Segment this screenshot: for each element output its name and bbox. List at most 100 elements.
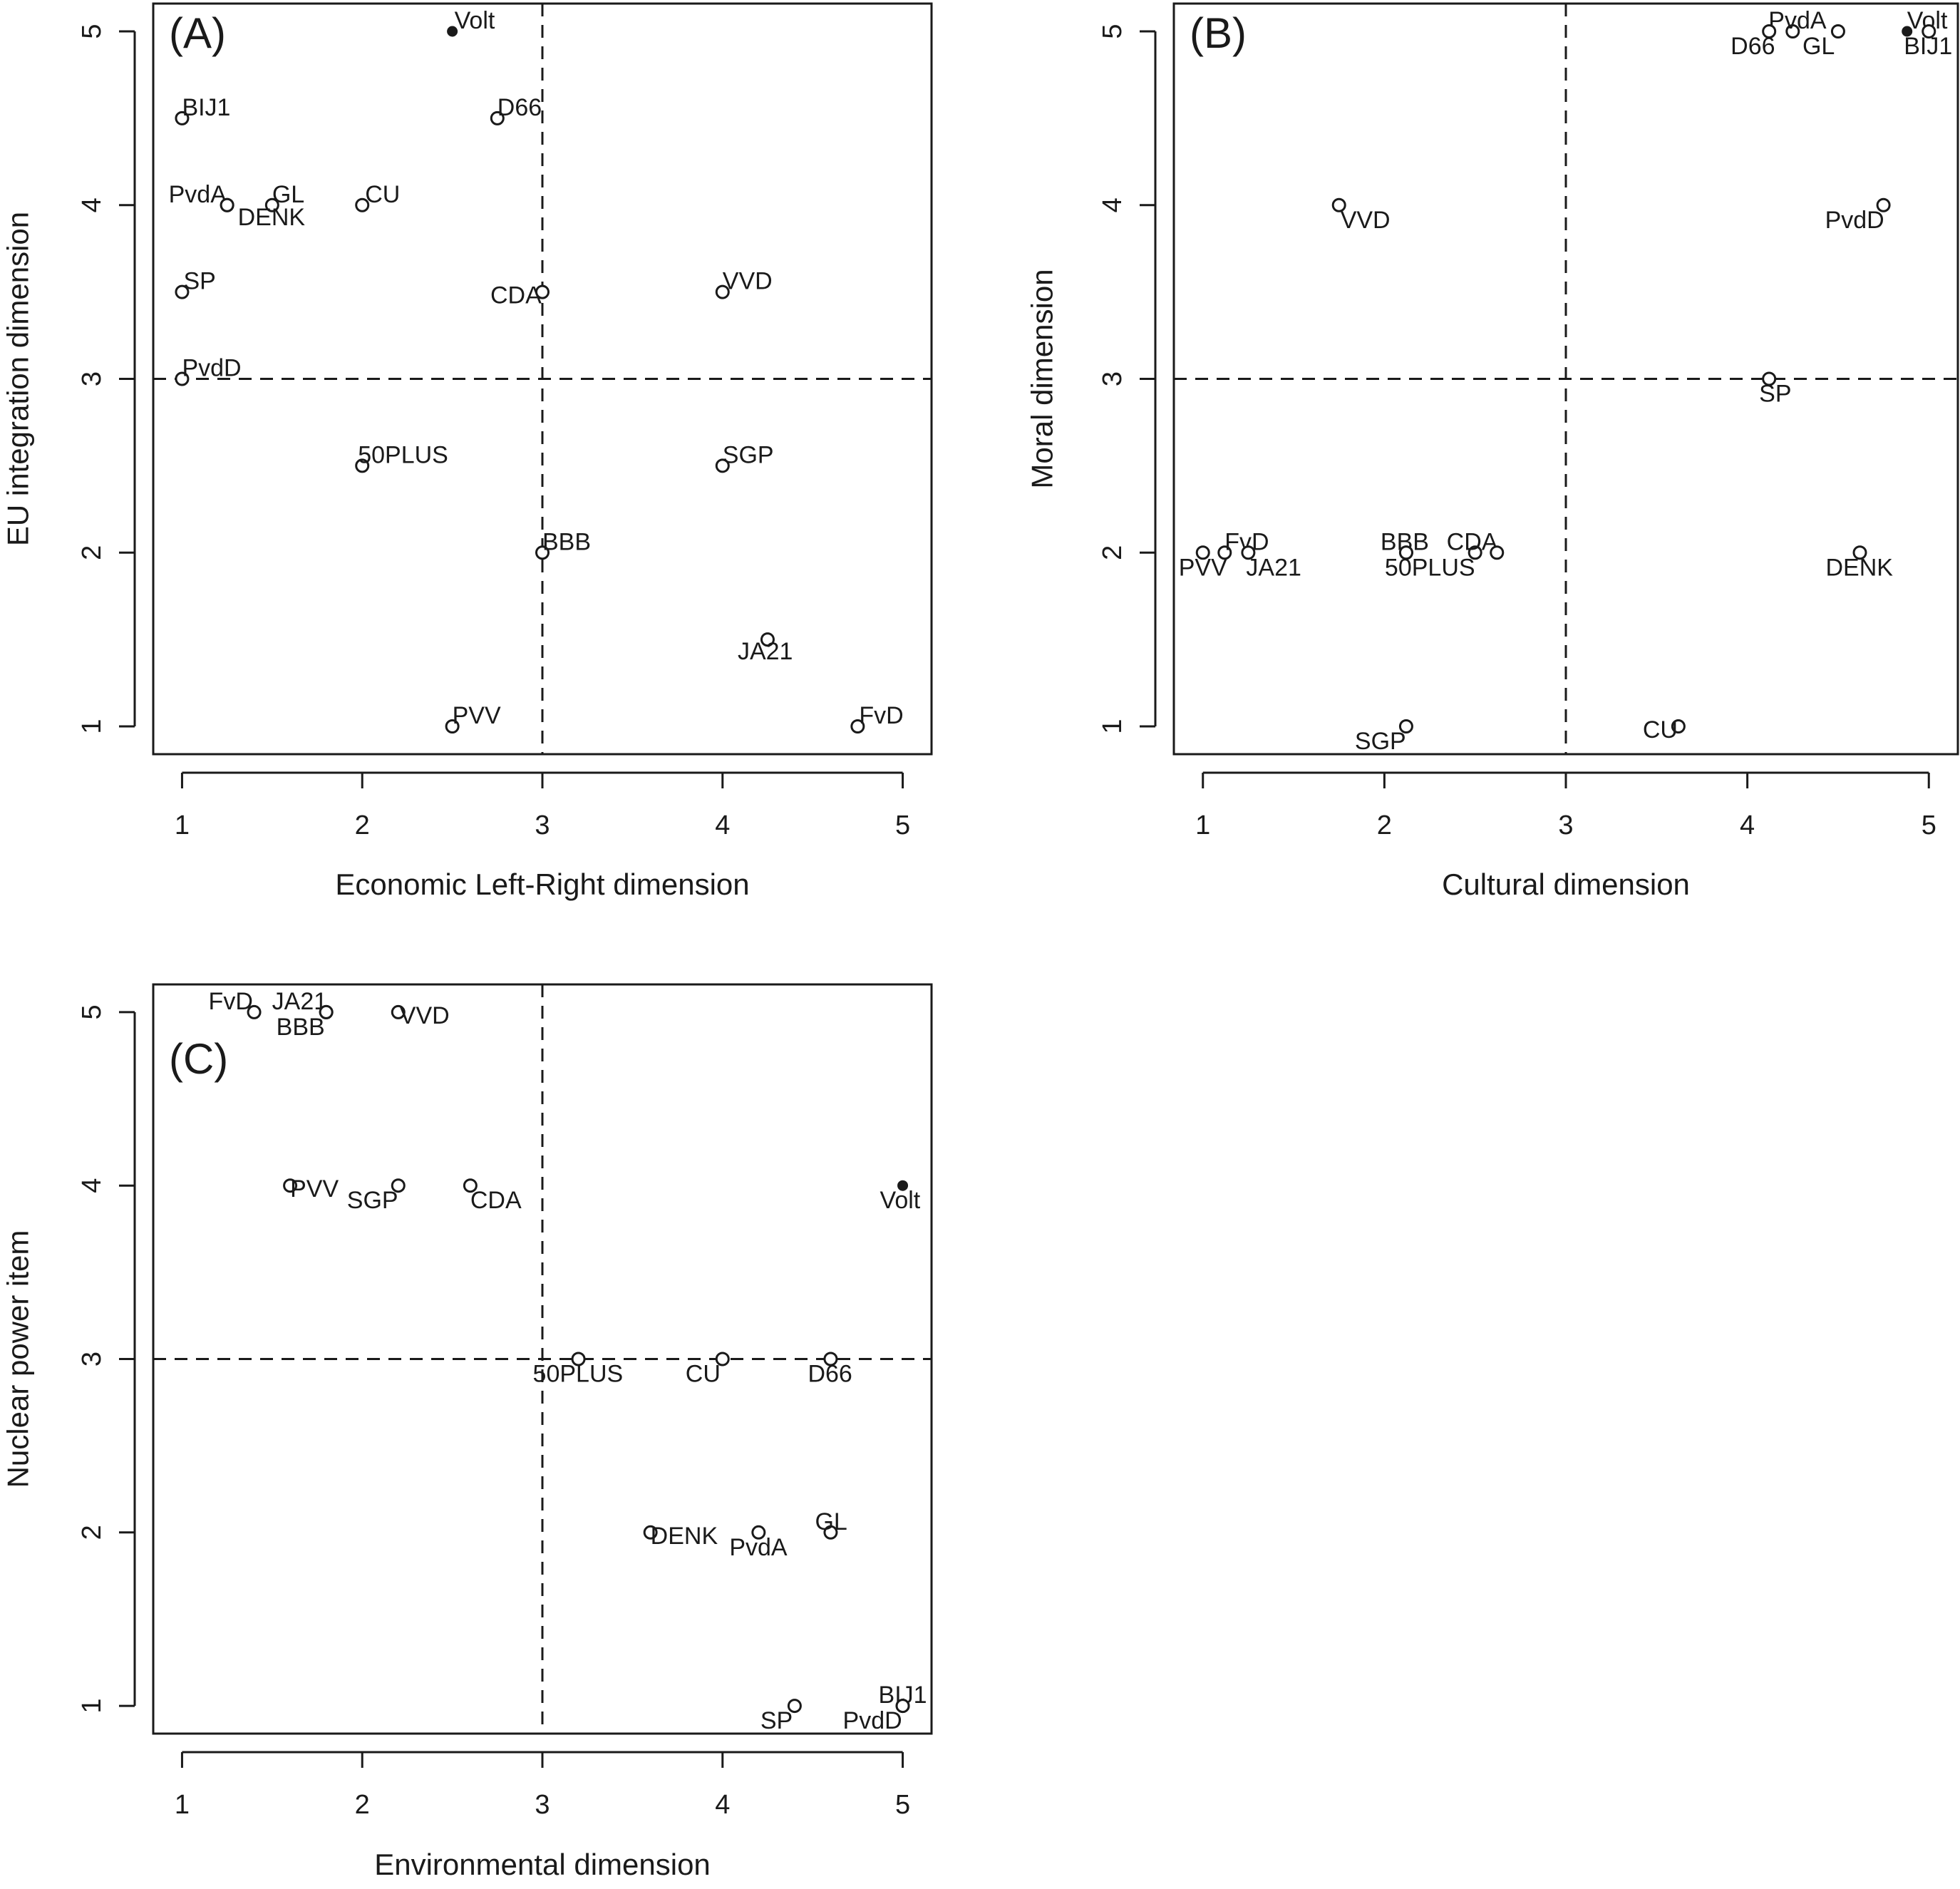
party-label-sp: SP [1759,381,1791,408]
party-point-cu [1671,719,1686,734]
party-label-pvdd: PvdD [182,355,241,382]
party-label-pvv: PVV [1179,554,1227,581]
party-label-cda: CDA [490,282,542,309]
party-point-sgp [391,1178,406,1193]
panel-a-panel-tag: (A) [169,9,226,57]
party-label-50plus: 50PLUS [533,1361,624,1388]
party-point-cda [1490,545,1505,560]
panel-c-x-tick-label: 1 [175,1790,190,1820]
panel-a-y-tick-label: 4 [77,197,107,212]
party-point-pvv [283,1178,298,1193]
party-point-vvd [715,284,730,299]
party-point-vvd [391,1004,406,1019]
party-point-pvdd [1876,197,1891,212]
party-point-50plus [1398,545,1413,560]
party-point-cu [715,1352,730,1366]
party-label-pvdd: PvdD [1825,207,1884,234]
party-label-pvda: PvdA [1768,7,1827,34]
party-point-sp [1762,371,1777,386]
panel-a-x-tick-label: 4 [715,810,730,840]
party-label-bbb: BBB [277,1014,325,1041]
panel-a-y-tick-label: 5 [77,24,107,38]
party-point-d66 [823,1352,838,1366]
party-point-vvd [1331,197,1346,212]
party-label-vvd: VVD [1341,207,1391,234]
panel-a-x-tick-label: 5 [895,810,910,840]
party-point-gl [264,197,279,212]
party-label-fvd: FvD [209,988,253,1015]
party-label-denk: DENK [238,204,306,231]
party-point-fvd [1217,545,1232,560]
party-point-gl [823,1525,838,1540]
panel-a-x-axis-title: Economic Left-Right dimension [335,868,749,901]
party-point-denk [1852,545,1867,560]
party-label-bij1: BIJ1 [182,94,230,121]
party-point-cda [463,1178,478,1193]
party-label-sp: SP [183,268,215,295]
panel-b-x-tick-label: 4 [1740,810,1755,840]
party-point-volt [1902,26,1913,37]
party-label-denk: DENK [1826,554,1894,581]
party-point-sp [787,1699,802,1714]
panel-c-y-tick-label: 2 [77,1525,107,1540]
party-point-sgp [1398,719,1413,734]
party-label-gl: GL [815,1508,847,1535]
panel-a-y-tick-label: 1 [77,719,107,734]
party-label-50plus: 50PLUS [358,441,448,468]
party-point-denk [643,1525,658,1540]
party-label-sgp: SGP [347,1187,398,1214]
party-point-cu [355,197,370,212]
party-point-gl [1830,24,1845,38]
party-label-pvv: PVV [290,1175,339,1203]
party-label-gl: GL [1802,33,1835,60]
party-label-sgp: SGP [1355,728,1406,755]
party-label-volt: Volt [455,7,495,34]
panel-b-y-tick-label: 2 [1098,545,1128,560]
party-point-volt [447,26,458,37]
party-point-bij1 [1922,24,1936,38]
party-label-ja21: JA21 [738,638,793,665]
panel-b-y-tick-label: 4 [1098,197,1128,212]
party-label-d66: D66 [808,1361,852,1388]
party-point-ja21 [1241,545,1256,560]
party-point-fvd [850,719,865,734]
panel-b-x-tick-label: 1 [1195,810,1210,840]
panel-c-y-tick-label: 5 [77,1004,107,1019]
panel-a-x-tick-label: 2 [355,810,370,840]
party-label-d66: D66 [1731,33,1775,60]
party-point-cda [535,284,550,299]
panel-c-panel-tag: (C) [169,1035,228,1083]
party-label-sp: SP [760,1707,793,1734]
party-label-bij1: BIJ1 [1904,33,1952,60]
panel-b-y-axis-title: Moral dimension [1026,269,1059,488]
panel-a-y-tick-label: 2 [77,545,107,560]
party-point-ja21 [760,632,775,647]
panel-b-x-tick-label: 2 [1377,810,1392,840]
party-label-ja21: JA21 [272,988,328,1015]
party-label-pvda: PvdA [729,1534,788,1561]
party-label-cda: CDA [470,1187,522,1214]
party-point-50plus [355,458,370,473]
party-label-ja21: JA21 [1246,554,1301,581]
panel-c-y-tick-label: 3 [77,1352,107,1366]
party-point-denk [220,197,234,212]
party-point-pvda [1785,24,1800,38]
panel-a-x-tick-label: 3 [535,810,550,840]
party-point-d66 [1762,24,1777,38]
party-point-bbb [319,1004,334,1019]
party-label-gl: GL [272,181,304,208]
panel-c-x-axis-title: Environmental dimension [374,1848,711,1881]
party-point-50plus [571,1352,586,1366]
party-label-cda: CDA [1447,528,1498,555]
party-point-pvdd [175,371,190,386]
party-point-pvv [445,719,460,734]
party-label-sgp: SGP [723,441,774,468]
party-point-cda [1468,545,1482,560]
panel-b-scatter-plot: 1 2 3 4 5 1 2 3 4 5 Cultural dimension Moral dimens… [1026,2,1959,901]
panel-b-y-tick-label: 3 [1098,371,1128,386]
party-point-sgp [715,458,730,473]
panel-b-x-axis-title: Cultural dimension [1442,868,1690,901]
party-label-pvv: PVV [453,702,501,729]
party-point-volt [897,1180,909,1191]
party-label-volt: Volt [880,1187,921,1214]
